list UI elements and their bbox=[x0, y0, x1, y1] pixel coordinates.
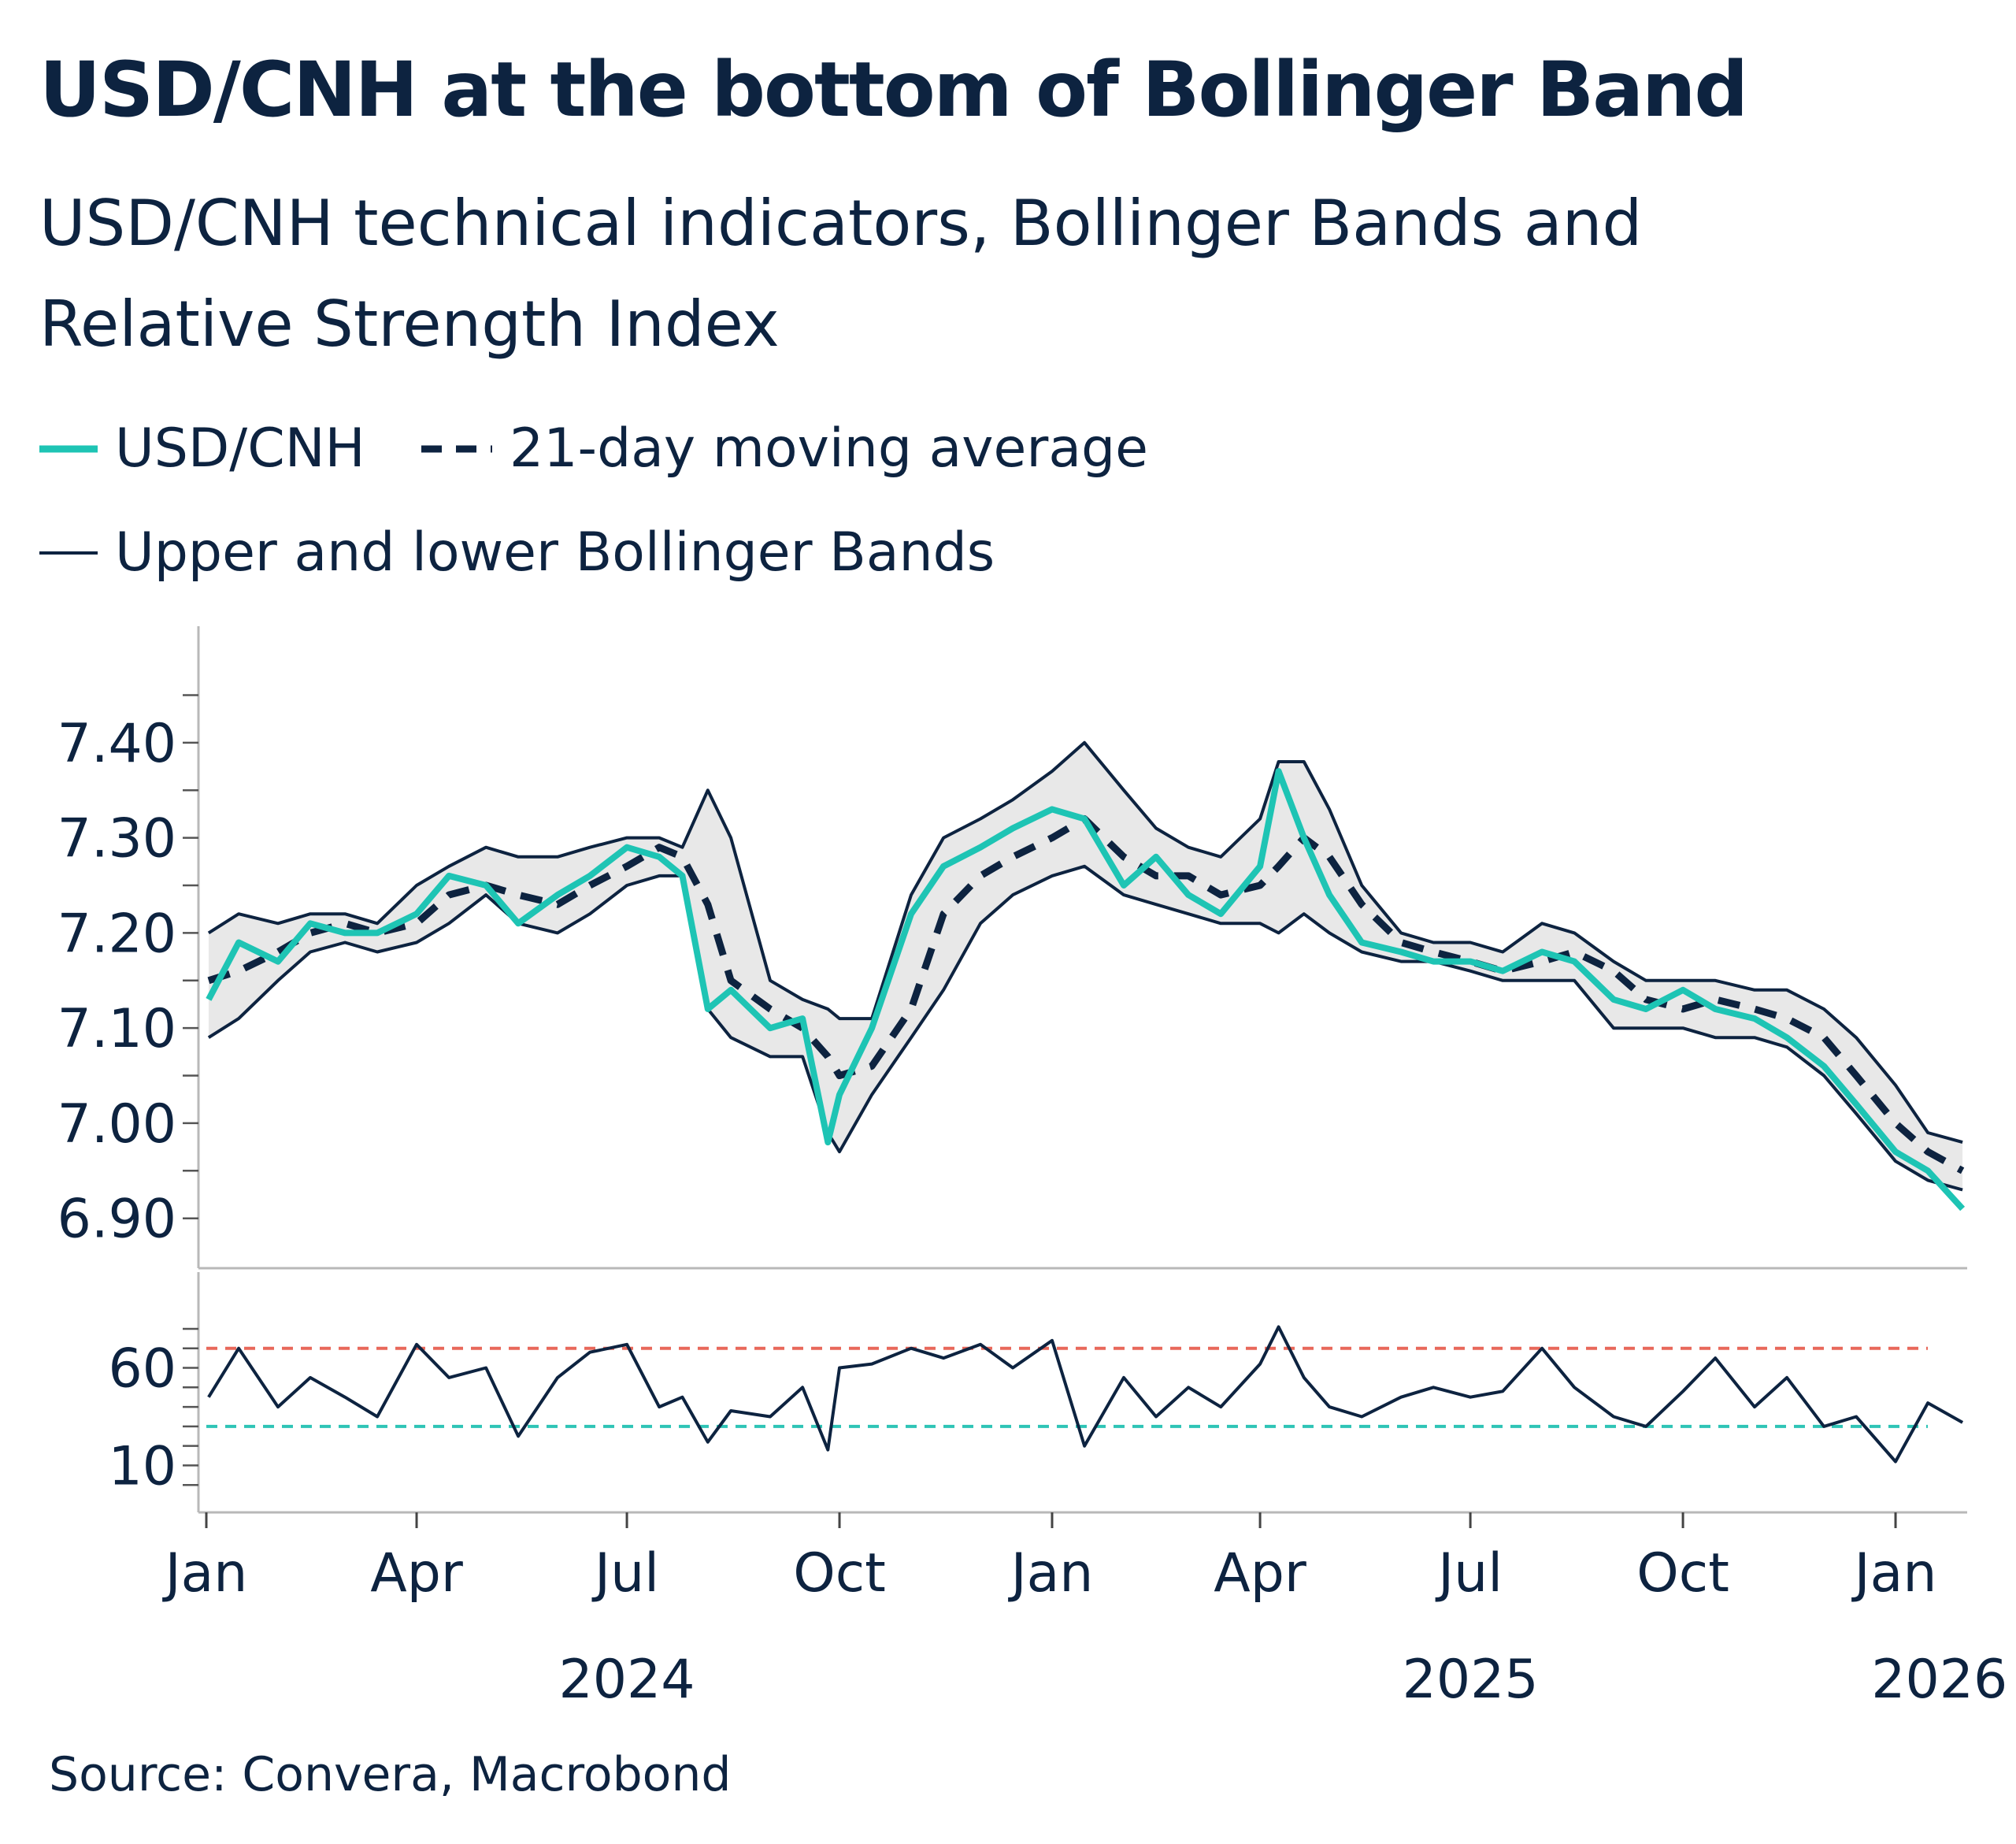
legend-item-price: USD/CNH bbox=[39, 417, 365, 480]
rsi-y-tick-label: 60 bbox=[108, 1338, 176, 1401]
x-tick-label-month: Apr bbox=[370, 1542, 463, 1605]
x-tick-label-month: Jan bbox=[1851, 1542, 1937, 1605]
y-tick-label: 6.90 bbox=[57, 1189, 176, 1251]
chart-subtitle: USD/CNH technical indicators, Bollinger … bbox=[39, 187, 1643, 361]
legend-label-price: USD/CNH bbox=[115, 417, 365, 480]
x-tick-label-year: 2025 bbox=[1403, 1649, 1539, 1709]
x-axis: Jan Apr Jul Oct Jan Apr Jul Oct Jan 2024 2025 2026 bbox=[162, 1511, 2007, 1709]
legend-swatch-ma bbox=[421, 445, 492, 452]
y-tick-label: 7.10 bbox=[57, 998, 176, 1060]
x-tick-label-year: 2024 bbox=[559, 1649, 695, 1709]
upper-bollinger-band-line bbox=[207, 740, 1963, 1145]
source-note: Source: Convera, Macrobond bbox=[49, 1747, 732, 1802]
x-tick-label-month: Oct bbox=[793, 1542, 886, 1605]
y-tick-label: 7.00 bbox=[57, 1093, 176, 1156]
y-tick-label: 7.30 bbox=[57, 808, 176, 870]
bollinger-panel: 6.90 7.00 7.10 7.20 7.30 7.40 bbox=[57, 626, 1967, 1270]
x-tick-label-month: Jul bbox=[591, 1542, 659, 1605]
moving-average-line bbox=[207, 815, 1965, 1174]
x-tick-label-month: Jul bbox=[1435, 1542, 1503, 1605]
rsi-line bbox=[207, 1325, 1964, 1464]
x-tick-label-month: Oct bbox=[1636, 1542, 1729, 1605]
usdcnh-line bbox=[206, 768, 1966, 1211]
chart-canvas: 6.90 7.00 7.10 7.20 7.30 7.40 10 60 Jan Apr Jul O… bbox=[57, 626, 2007, 1709]
rsi-panel: 10 60 bbox=[108, 1272, 1964, 1512]
x-tick-label-month: Jan bbox=[162, 1542, 248, 1605]
bollinger-band-fill bbox=[208, 742, 1963, 1190]
legend-label-bands: Upper and lower Bollinger Bands bbox=[115, 521, 995, 584]
x-tick-label-year: 2026 bbox=[1871, 1649, 2007, 1709]
x-tick-label-month: Apr bbox=[1214, 1542, 1306, 1605]
y-tick-label: 7.40 bbox=[57, 713, 176, 775]
y-tick-label: 7.20 bbox=[57, 903, 176, 965]
legend-item-bands: Upper and lower Bollinger Bands bbox=[39, 521, 995, 584]
rsi-y-tick-label: 10 bbox=[108, 1435, 176, 1497]
legend-item-ma: 21-day moving average bbox=[421, 417, 1148, 480]
legend-swatch-price bbox=[39, 445, 98, 452]
chart-title: USD/CNH at the bottom of Bollinger Band bbox=[39, 46, 1748, 134]
legend-swatch-bands bbox=[39, 551, 98, 555]
legend-label-ma: 21-day moving average bbox=[510, 417, 1148, 480]
x-tick-label-month: Jan bbox=[1008, 1542, 1094, 1605]
